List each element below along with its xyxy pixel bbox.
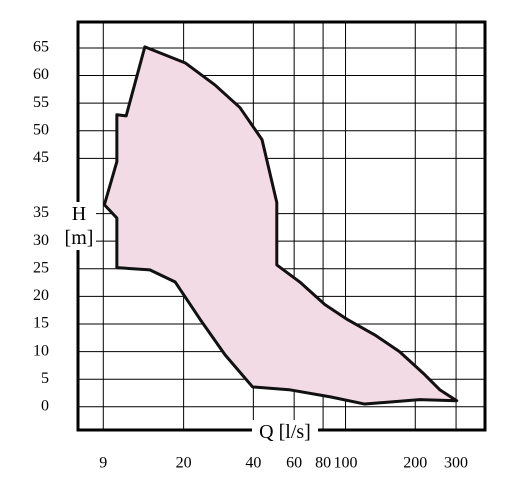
y-tick-label: 20: [33, 287, 49, 304]
x-tick-label: 300: [444, 455, 468, 472]
x-tick-label: 40: [245, 455, 261, 472]
y-tick-label: 25: [33, 259, 49, 276]
x-tick-label: 200: [403, 455, 427, 472]
area: [102, 45, 459, 406]
y-tick-label: 30: [33, 232, 49, 249]
y-tick-label: 65: [33, 39, 49, 56]
x-axis-label: Q [l/s]: [252, 420, 318, 444]
x-tick-label: 9: [99, 455, 107, 472]
y-axis-label: H [m]: [62, 202, 96, 250]
x-tick-label: 100: [334, 455, 358, 472]
y-tick-label: 35: [33, 204, 49, 221]
y-tick-label: 50: [33, 121, 49, 138]
y-tick-label: 45: [33, 149, 49, 166]
y-tick-label: 0: [41, 397, 49, 414]
y-tick-label: 60: [33, 66, 49, 83]
x-tick-label: 20: [176, 455, 192, 472]
y-tick-label: 55: [33, 94, 49, 111]
x-tick-label: 80: [315, 455, 331, 472]
y-tick-label: 5: [41, 370, 49, 387]
y-tick-label: 15: [33, 315, 49, 332]
x-tick-label: 60: [286, 455, 302, 472]
y-tick-label: 10: [33, 342, 49, 359]
